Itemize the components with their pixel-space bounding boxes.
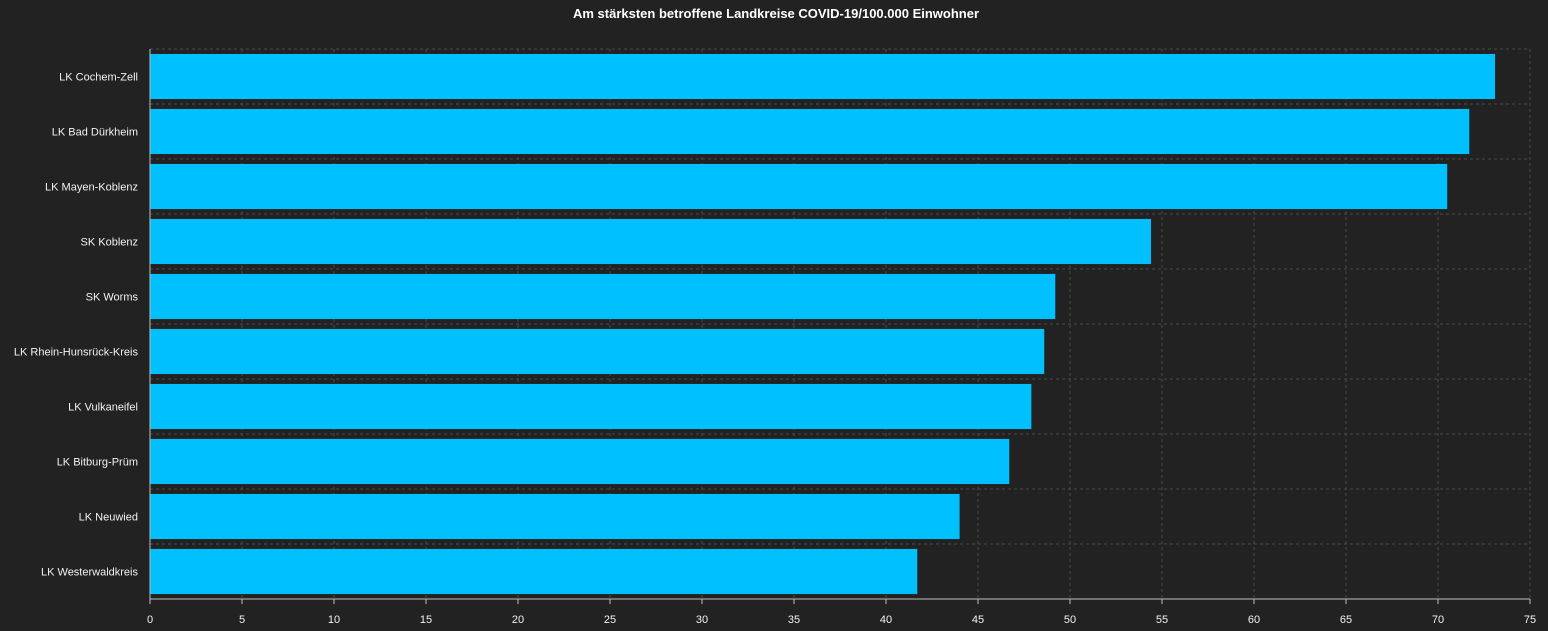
bar <box>150 163 1448 210</box>
bar <box>150 438 1010 485</box>
x-axis: 0 5 10 15 20 25 30 35 40 45 50 55 60 65 70 75 <box>147 49 1536 626</box>
category-label: SK Koblenz <box>81 237 138 249</box>
x-tick-label: 10 <box>328 614 340 626</box>
bar <box>150 218 1151 265</box>
category-label: LK Cochem-Zell <box>59 72 138 84</box>
x-tick-label: 15 <box>420 614 432 626</box>
x-tick-label: 65 <box>1340 614 1352 626</box>
category-label: LK Mayen-Koblenz <box>45 182 138 194</box>
x-tick-label: 50 <box>1064 614 1076 626</box>
category-labels: LK Cochem-Zell LK Bad Dürkheim LK Mayen-Ko… <box>14 72 139 579</box>
category-label: SK Worms <box>86 292 139 304</box>
bar <box>150 108 1470 155</box>
x-tick-label: 75 <box>1524 614 1536 626</box>
x-tick-label: 55 <box>1156 614 1168 626</box>
category-label: LK Neuwied <box>79 512 138 524</box>
x-tick-label: 25 <box>604 614 616 626</box>
x-tick-label: 40 <box>880 614 892 626</box>
bar <box>150 548 918 595</box>
bar <box>150 273 1056 320</box>
bar <box>150 383 1032 430</box>
x-tick-label: 5 <box>239 614 245 626</box>
chart-title: Am stärksten betroffene Landkreise COVID… <box>573 6 979 21</box>
bars <box>150 53 1496 595</box>
x-tick-label: 35 <box>788 614 800 626</box>
category-label: LK Vulkaneifel <box>68 402 138 414</box>
x-tick-label: 45 <box>972 614 984 626</box>
x-tick-label: 70 <box>1432 614 1444 626</box>
category-label: LK Rhein-Hunsrück-Kreis <box>14 347 139 359</box>
x-tick-label: 0 <box>147 614 153 626</box>
category-label: LK Bitburg-Prüm <box>57 457 138 469</box>
category-label: LK Westerwaldkreis <box>41 567 138 579</box>
x-tick-label: 30 <box>696 614 708 626</box>
x-tick-label: 20 <box>512 614 524 626</box>
category-label: LK Bad Dürkheim <box>52 127 138 139</box>
x-tick-label: 60 <box>1248 614 1260 626</box>
bar <box>150 493 960 540</box>
bar <box>150 328 1045 375</box>
bar <box>150 53 1496 100</box>
